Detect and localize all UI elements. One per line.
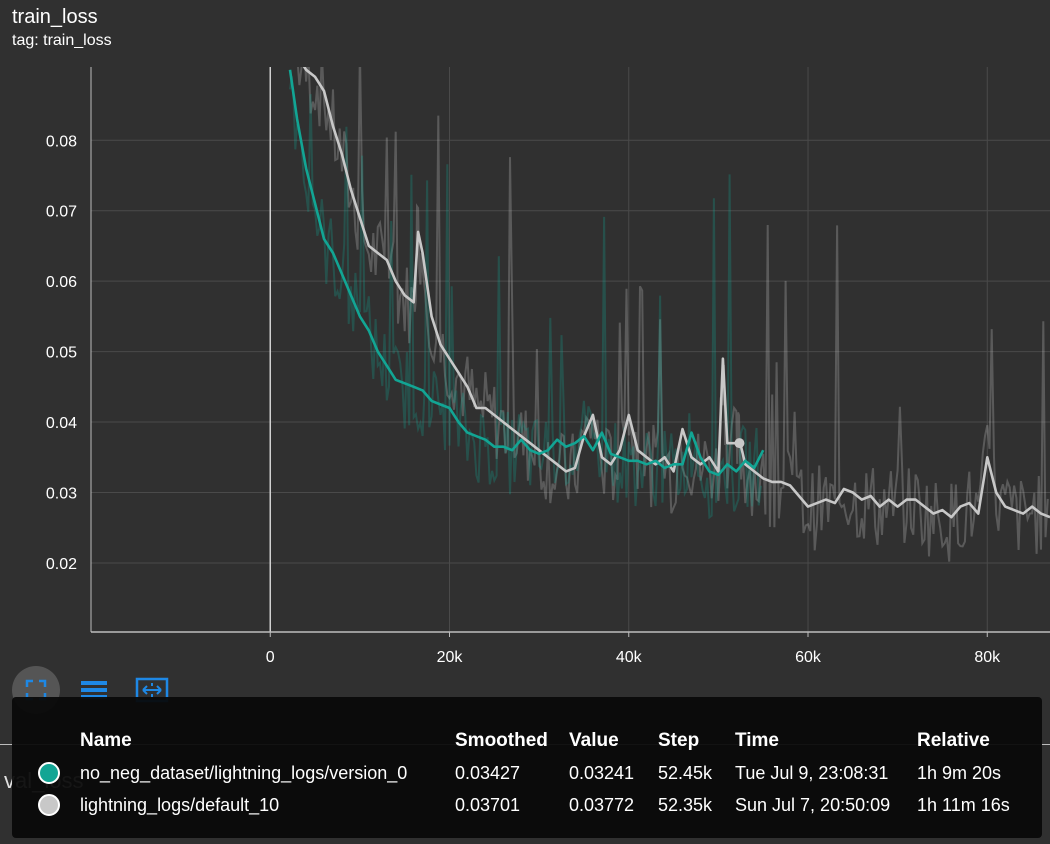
- row-name: no_neg_dataset/lightning_logs/version_0: [80, 763, 408, 783]
- chart-tag: tag: train_loss: [12, 32, 112, 49]
- row-time: Sun Jul 7, 20:50:09: [735, 795, 891, 815]
- x-tick-label: 80k: [974, 649, 1001, 666]
- row-relative: 1h 9m 20s: [917, 763, 1002, 783]
- header-relative: Relative: [917, 730, 990, 751]
- y-tick-label: 0.03: [46, 486, 77, 503]
- series-line: [288, 69, 765, 477]
- header-smoothed: Smoothed: [455, 730, 548, 751]
- series-color-dot: [38, 794, 60, 816]
- y-tick-label: 0.07: [46, 204, 77, 221]
- x-tick-label: 20k: [437, 649, 464, 666]
- x-tick-label: 60k: [795, 649, 822, 666]
- y-tick-label: 0.08: [46, 133, 77, 150]
- row-time: Tue Jul 9, 23:08:31: [735, 763, 889, 783]
- header-value: Value: [569, 730, 619, 751]
- series-color-dot: [38, 762, 60, 784]
- header-name: Name: [80, 730, 132, 751]
- chart-tooltip: Name Smoothed Value Step Time Relative n…: [12, 697, 1042, 838]
- series-raw-line: [297, 67, 1049, 562]
- fullscreen-icon: [25, 679, 47, 701]
- row-relative: 1h 11m 16s: [917, 795, 1010, 815]
- chart-title: train_loss: [12, 6, 98, 28]
- row-smoothed: 0.03427: [455, 763, 521, 783]
- header-step: Step: [658, 730, 700, 751]
- hover-marker: [734, 438, 745, 449]
- tooltip-row: lightning_logs/default_10 0.03701 0.0377…: [12, 791, 1042, 823]
- row-name: lightning_logs/default_10: [80, 795, 280, 815]
- row-step: 52.45k: [658, 763, 713, 783]
- x-tick-label: 0: [266, 649, 275, 666]
- series-raw-line: [289, 76, 762, 520]
- row-smoothed: 0.03701: [455, 795, 521, 815]
- y-tick-label: 0.04: [46, 415, 77, 432]
- tooltip-header-row: Name Smoothed Value Step Time Relative: [12, 727, 1042, 759]
- y-tick-label: 0.05: [46, 345, 77, 362]
- row-value: 0.03241: [569, 763, 635, 783]
- row-value: 0.03772: [569, 795, 635, 815]
- row-step: 52.35k: [658, 795, 713, 815]
- y-tick-label: 0.02: [46, 556, 77, 573]
- header-time: Time: [735, 730, 780, 751]
- series-line: [302, 67, 1050, 519]
- y-tick-label: 0.06: [46, 274, 77, 291]
- tooltip-row: no_neg_dataset/lightning_logs/version_0 …: [12, 759, 1042, 791]
- x-tick-label: 40k: [616, 649, 643, 666]
